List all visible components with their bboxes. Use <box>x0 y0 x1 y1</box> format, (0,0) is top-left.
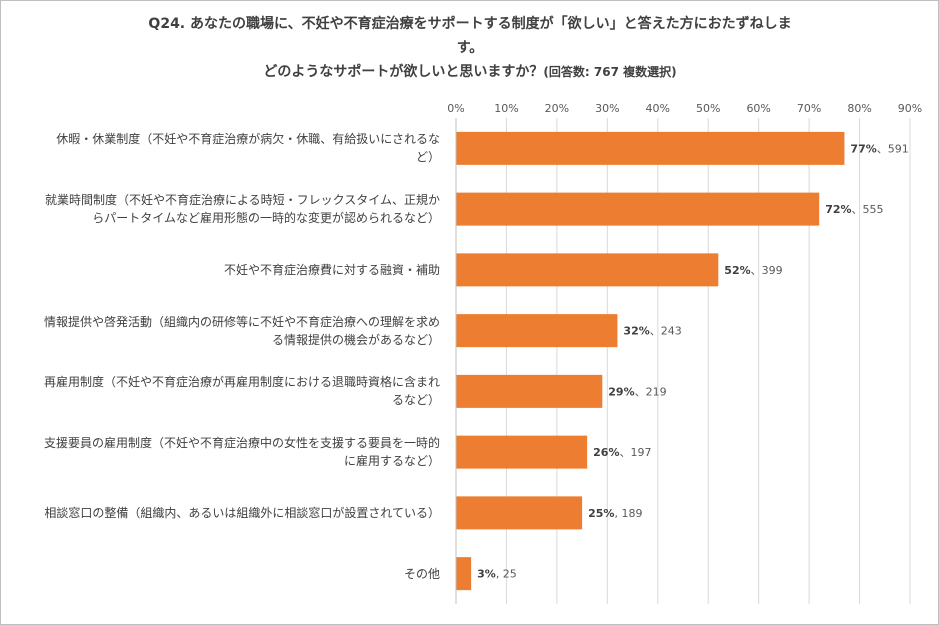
bar <box>456 496 583 530</box>
title-line-3: どのようなサポートが欲しいと思いますか？(回答数: 767 複数選択) <box>60 60 880 84</box>
data-label-percent: 3% <box>477 568 496 581</box>
data-label: 52%、399 <box>724 264 782 277</box>
category-label-line: 情報提供や啓発活動（組織内の研修等に不妊や不育症治療への理解を求め <box>43 314 440 329</box>
data-label-percent: 52% <box>724 264 750 277</box>
category-label: 支援要員の雇用制度（不妊や不育症治療中の女性を支援する要員を一時的に雇用するなど… <box>10 434 440 470</box>
category-label-line: 休暇・休業制度（不妊や不育症治療が病欠・休職、有給扱いにされるな <box>56 132 440 147</box>
category-label: その他 <box>10 565 440 583</box>
category-label-line: らパートタイムなど雇用形態の一時的な変更が認められるなど） <box>92 211 440 226</box>
category-label-line: 不妊や不育症治療費に対する融資・補助 <box>223 262 440 277</box>
data-label-count: 、243 <box>650 325 682 338</box>
category-label-line: 支援要員の雇用制度（不妊や不育症治療中の女性を支援する要員を一時的 <box>43 436 440 451</box>
bar <box>456 131 845 165</box>
data-label-count: 、219 <box>635 385 667 398</box>
title-question: どのようなサポートが欲しいと思いますか？ <box>263 64 544 80</box>
x-tick-label: 80% <box>847 102 871 115</box>
data-label: 77%、591 <box>850 142 908 155</box>
x-tick-label: 30% <box>595 102 619 115</box>
data-label-count: , 189 <box>614 507 642 520</box>
bar <box>456 374 603 408</box>
data-label-percent: 72% <box>825 203 851 216</box>
data-label: 3%, 25 <box>477 568 517 581</box>
data-label-percent: 32% <box>623 325 649 338</box>
data-label: 29%、219 <box>608 385 666 398</box>
category-label-line: るなど） <box>391 393 440 408</box>
x-tick-label: 90% <box>898 102 922 115</box>
data-label-percent: 26% <box>593 446 619 459</box>
chart-title: Q24. あなたの職場に、不妊や不育症治療をサポートする制度が「欲しい」と答えた… <box>60 12 880 84</box>
data-label: 25%, 189 <box>588 507 642 520</box>
data-label: 26%、197 <box>593 446 651 459</box>
category-label-line: 相談窓口の整備（組織内、あるいは組織外に相談窓口が設置されている） <box>44 505 440 520</box>
category-label: 休暇・休業制度（不妊や不育症治療が病欠・休職、有給扱いにされるなど） <box>10 130 440 166</box>
data-label-count: 、555 <box>852 203 884 216</box>
bar <box>456 557 472 591</box>
data-label: 32%、243 <box>623 325 681 338</box>
data-label-percent: 77% <box>850 142 876 155</box>
x-tick-label: 50% <box>696 102 720 115</box>
category-label-line: に雇用するなど） <box>343 454 440 469</box>
title-line-2: す。 <box>456 40 484 56</box>
x-tick-label: 20% <box>545 102 569 115</box>
bar <box>456 314 618 348</box>
data-label-count: 、399 <box>751 264 783 277</box>
data-label-percent: 25% <box>588 507 614 520</box>
bar <box>456 192 820 226</box>
category-label: 情報提供や啓発活動（組織内の研修等に不妊や不育症治療への理解を求める情報提供の機… <box>10 313 440 349</box>
category-label-line: ど） <box>415 150 440 165</box>
x-tick-label: 10% <box>494 102 518 115</box>
data-label-percent: 29% <box>608 385 634 398</box>
data-label: 72%、555 <box>825 203 883 216</box>
bar <box>456 435 588 469</box>
title-line-1: Q24. あなたの職場に、不妊や不育症治療をサポートする制度が「欲しい」と答えた… <box>148 16 792 32</box>
category-label: 相談窓口の整備（組織内、あるいは組織外に相談窓口が設置されている） <box>10 504 440 522</box>
category-label-line: 就業時間制度（不妊や不育症治療による時短・フレックスタイム、正規か <box>44 193 440 208</box>
data-label-count: 、197 <box>619 446 651 459</box>
x-tick-label: 60% <box>746 102 770 115</box>
data-label-count: 、591 <box>877 142 909 155</box>
bar <box>456 253 719 287</box>
category-label: 再雇用制度（不妊や不育症治療が再雇用制度における退職時資格に含まれるなど） <box>10 373 440 409</box>
category-label-line: る情報提供の機会があるなど） <box>271 332 440 347</box>
category-label-line: 再雇用制度（不妊や不育症治療が再雇用制度における退職時資格に含まれ <box>43 375 440 390</box>
category-label: 就業時間制度（不妊や不育症治療による時短・フレックスタイム、正規からパートタイム… <box>10 191 440 227</box>
x-tick-label: 40% <box>646 102 670 115</box>
category-label: 不妊や不育症治療費に対する融資・補助 <box>10 261 440 279</box>
data-label-count: , 25 <box>496 568 517 581</box>
title-note: (回答数: 767 複数選択) <box>543 65 677 79</box>
category-label-line: その他 <box>403 566 440 581</box>
x-tick-label: 0% <box>447 102 464 115</box>
x-tick-label: 70% <box>797 102 821 115</box>
